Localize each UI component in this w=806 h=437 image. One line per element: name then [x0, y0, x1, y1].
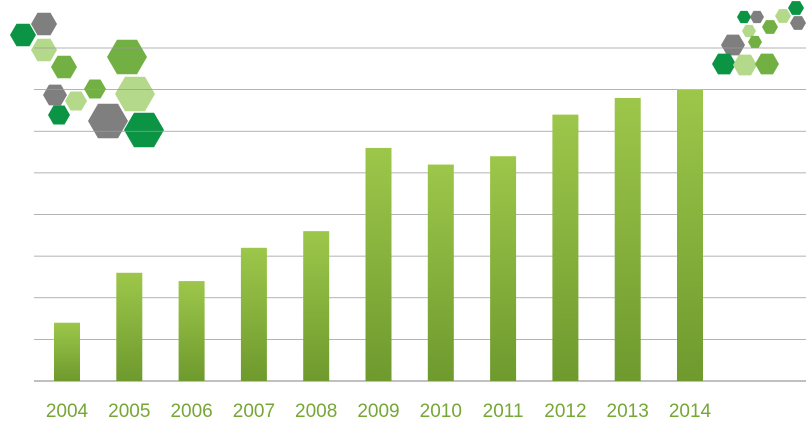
- left-hexagon-1: [31, 12, 57, 36]
- right-hexagon-1: [788, 1, 804, 15]
- bar-2006: [178, 281, 205, 381]
- left-hexagon-9: [48, 105, 70, 125]
- bar-2004: [54, 322, 80, 381]
- left-hexagon-10: [115, 76, 155, 112]
- x-tick-label-2004: 2004: [46, 401, 89, 422]
- left-hexagon-7: [65, 91, 87, 111]
- right-hexagon-12: [755, 53, 779, 75]
- left-hexagon-3: [31, 38, 57, 62]
- bars: [54, 89, 703, 381]
- x-tick-label-2008: 2008: [295, 401, 337, 422]
- x-tick-label-2005: 2005: [108, 401, 150, 422]
- right-hexagon-10: [712, 53, 736, 75]
- right-hexagon-7: [742, 24, 756, 38]
- x-tick-label-2009: 2009: [357, 401, 399, 422]
- bar-2008: [303, 231, 330, 381]
- right-hexagon-3: [750, 10, 764, 24]
- x-tick-label-2014: 2014: [669, 401, 712, 422]
- bar-2011: [490, 156, 517, 381]
- bar-2013: [614, 97, 641, 381]
- left-hexagon-8: [84, 79, 106, 99]
- right-hexagon-4: [762, 20, 778, 34]
- x-tick-label-2007: 2007: [233, 401, 275, 422]
- bar-2014: [677, 89, 703, 381]
- right-hexagon-8: [748, 35, 762, 49]
- left-hexagon-6: [43, 84, 67, 106]
- x-tick-label-2006: 2006: [170, 401, 212, 422]
- right-hexagon-9: [721, 34, 745, 56]
- left-hexagon-11: [88, 103, 128, 139]
- left-hexagon-2: [10, 23, 36, 47]
- bar-2007: [240, 247, 267, 381]
- x-tick-label-2010: 2010: [420, 401, 462, 422]
- bar-2010: [427, 164, 454, 381]
- x-axis-tick-labels: 2004 2005 2006 2007 2008 2009 2010 2011 2012 2013…: [46, 401, 712, 422]
- left-hexagon-4: [51, 55, 77, 79]
- x-tick-label-2012: 2012: [544, 401, 586, 422]
- right-hexagon-11: [733, 54, 757, 76]
- x-tick-label-2011: 2011: [483, 401, 524, 422]
- left-hexagon-5: [107, 39, 147, 75]
- right-hexagon-6: [790, 16, 806, 30]
- bar-2012: [552, 114, 579, 381]
- right-hexagon-2: [737, 10, 751, 24]
- bar-2005: [116, 272, 143, 381]
- bar-2009: [365, 147, 392, 381]
- hexagon-decoration-right: [712, 1, 806, 76]
- x-tick-label-2013: 2013: [607, 401, 649, 422]
- left-hexagon-12: [124, 112, 164, 148]
- hexagon-decoration-left: [10, 12, 164, 148]
- right-hexagon-5: [775, 9, 791, 23]
